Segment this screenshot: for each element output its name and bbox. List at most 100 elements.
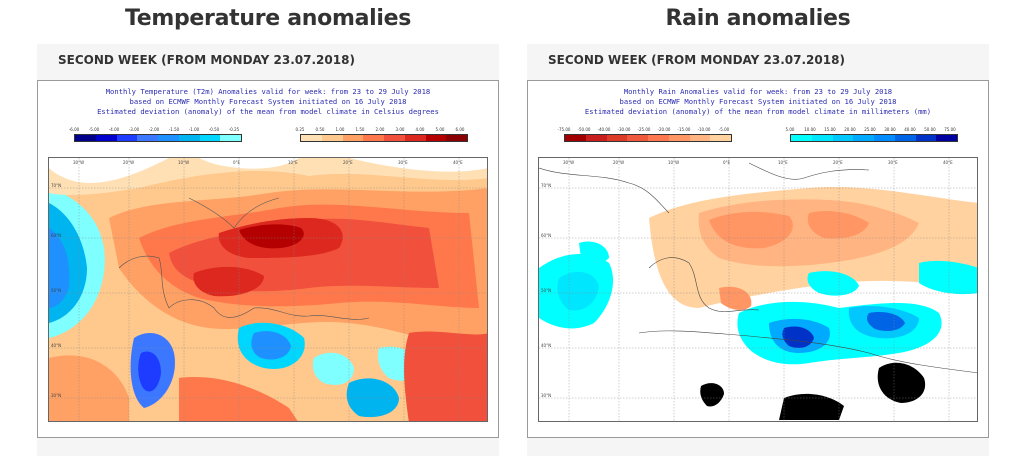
rain-caption-line-2: based on ECMWF Monthly Forecast System i…	[619, 97, 897, 106]
rain-dry-legend-label: -15.00	[677, 127, 691, 132]
rain-wet-legend-swatch	[811, 135, 833, 141]
rain-dry-legend-label: -20.00	[657, 127, 671, 132]
rain-dry-legend-label: -40.00	[597, 127, 611, 132]
rain-caption-line-1: Monthly Rain Anomalies valid for week: f…	[623, 87, 893, 96]
rain-wet-legend-swatch	[791, 135, 812, 141]
rain-dry-legend-labels: -75.00 -50.00 -40.00 -30.00 -25.00 -20.00 -15.…	[554, 127, 734, 133]
temperature-title: Temperature anomalies	[124, 6, 412, 31]
temperature-warm-legend-swatch	[301, 135, 322, 141]
rain-map: 30°W 20°W 10°W 0°E 10°E 20°E 30°E 40°E 70°N 60°N 5…	[538, 157, 978, 422]
rain-wet-legend-label: 15.00	[824, 127, 836, 132]
rain-dry-legend-label: -10.00	[697, 127, 711, 132]
temperature-week-label: SECOND WEEK (FROM MONDAY 23.07.2018)	[58, 53, 355, 67]
temperature-cold-legend-label: -1.00	[188, 127, 200, 132]
temperature-warm-legend-label: 4.00	[415, 127, 425, 132]
temperature-cold-legend-swatch	[220, 135, 241, 141]
temperature-cold-legend-labels: -6.00 -5.00 -4.00 -3.00 -2.00 -1.50 -1.00 -0.50…	[64, 127, 244, 133]
rain-dry-legend-swatch	[689, 135, 711, 141]
map-tick-top: 10°E	[778, 160, 788, 165]
map-tick-top: 30°W	[563, 160, 574, 165]
map-tick-top: 30°E	[398, 160, 408, 165]
map-tick-top: 30°W	[73, 160, 84, 165]
temperature-warm-legend-labels: 0.25 0.50 1.00 1.50 2.00 3.00 4.00 5.00 6.00	[290, 127, 470, 133]
map-tick-top: 10°W	[178, 160, 189, 165]
temperature-warm-legend-swatch	[404, 135, 426, 141]
map-tick-left: 70°N	[541, 183, 551, 188]
temperature-cold-legend-label: -3.00	[128, 127, 140, 132]
temperature-caption-line-1: Monthly Temperature (T2m) Anomalies vali…	[105, 87, 431, 96]
rain-wet-legend-label: 30.00	[884, 127, 896, 132]
temperature-warm-legend-swatch	[425, 135, 447, 141]
rain-wet-legend-label: 40.00	[904, 127, 916, 132]
map-tick-top: 10°E	[288, 160, 298, 165]
temperature-caption-line-3: Estimated deviation (anomaly) of the mea…	[97, 107, 439, 116]
temperature-warm-legend-swatch	[363, 135, 384, 141]
rain-wet-legend-label: 25.00	[864, 127, 876, 132]
map-tick-top: 0°E	[233, 160, 241, 165]
temperature-caption-line-2: based on ECMWF Monthly Forecast System i…	[129, 97, 407, 106]
map-tick-top: 20°W	[613, 160, 624, 165]
rain-wet-legend	[790, 134, 958, 142]
temperature-warm-legend-swatch	[446, 135, 467, 141]
temperature-cold-legend-swatch	[178, 135, 200, 141]
rain-dry-legend-swatch	[585, 135, 607, 141]
rain-dry-legend-swatch	[668, 135, 690, 141]
temperature-cold-legend-label: -6.00	[68, 127, 80, 132]
map-tick-top: 20°W	[123, 160, 134, 165]
temperature-column: Temperature anomalies SECOND WEEK (FROM …	[37, 0, 499, 456]
map-tick-top: 20°E	[343, 160, 353, 165]
temperature-cold-legend-swatch	[75, 135, 96, 141]
temperature-caption: Monthly Temperature (T2m) Anomalies vali…	[38, 87, 498, 117]
map-tick-left: 30°N	[51, 393, 61, 398]
map-tick-left: 40°N	[51, 343, 61, 348]
rain-dry-legend-label: -5.00	[718, 127, 730, 132]
rain-dry-legend	[564, 134, 732, 142]
temperature-cold-legend-label: -0.25	[228, 127, 240, 132]
rain-wet-legend-labels: 5.00 10.00 15.00 20.00 25.00 30.00 40.00 50.00 7…	[780, 127, 960, 133]
temperature-warm-legend-swatch	[321, 135, 343, 141]
rain-wet-legend-swatch	[832, 135, 854, 141]
temperature-cold-legend-swatch	[116, 135, 138, 141]
temperature-warm-legend	[300, 134, 468, 142]
map-tick-top: 40°E	[943, 160, 953, 165]
temperature-warm-legend-label: 0.25	[295, 127, 305, 132]
rain-wet-legend-swatch	[853, 135, 874, 141]
rain-wet-legend-label: 75.00	[944, 127, 956, 132]
rain-wet-legend-label: 5.00	[785, 127, 795, 132]
temperature-warm-legend-label: 6.00	[455, 127, 465, 132]
temperature-warm-legend-swatch	[384, 135, 405, 141]
rain-wet-legend-swatch	[915, 135, 937, 141]
map-tick-top: 30°E	[888, 160, 898, 165]
temperature-warm-legend-label: 5.00	[435, 127, 445, 132]
rain-figure: Monthly Rain Anomalies valid for week: f…	[527, 80, 989, 438]
temperature-panel: SECOND WEEK (FROM MONDAY 23.07.2018) Mon…	[37, 44, 499, 456]
temperature-cold-legend	[74, 134, 242, 142]
temperature-cold-legend-swatch	[199, 135, 221, 141]
rain-panel: SECOND WEEK (FROM MONDAY 23.07.2018) Mon…	[527, 44, 989, 456]
rain-wet-legend-swatch	[894, 135, 916, 141]
temperature-warm-legend-label: 2.00	[375, 127, 385, 132]
rain-caption-line-3: Estimated deviation (anomaly) of the mea…	[584, 107, 932, 116]
temperature-cold-legend-label: -5.00	[88, 127, 100, 132]
temperature-cold-legend-swatch	[137, 135, 158, 141]
temperature-cold-legend-label: -4.00	[108, 127, 120, 132]
rain-dry-legend-swatch	[627, 135, 648, 141]
rain-title: Rain anomalies	[665, 6, 851, 31]
map-tick-left: 30°N	[541, 393, 551, 398]
map-tick-left: 50°N	[51, 288, 61, 293]
rain-caption: Monthly Rain Anomalies valid for week: f…	[528, 87, 988, 117]
temperature-cold-legend-swatch	[158, 135, 179, 141]
rain-dry-legend-label: -75.00	[557, 127, 571, 132]
temperature-warm-legend-label: 1.00	[335, 127, 345, 132]
temperature-warm-legend-label: 0.50	[315, 127, 325, 132]
temperature-cold-legend-label: -0.50	[208, 127, 220, 132]
map-tick-top: 0°E	[723, 160, 731, 165]
temperature-map: 30°W 20°W 10°W 0°E 10°E 20°E 30°E 40°E 70°N 60°N 5…	[48, 157, 488, 422]
map-tick-top: 10°W	[668, 160, 679, 165]
temperature-warm-legend-label: 3.00	[395, 127, 405, 132]
rain-dry-legend-swatch	[710, 135, 731, 141]
temperature-figure: Monthly Temperature (T2m) Anomalies vali…	[37, 80, 499, 438]
temperature-cold-legend-swatch	[95, 135, 117, 141]
rain-column: Rain anomalies SECOND WEEK (FROM MONDAY …	[527, 0, 989, 456]
rain-wet-legend-swatch	[874, 135, 895, 141]
